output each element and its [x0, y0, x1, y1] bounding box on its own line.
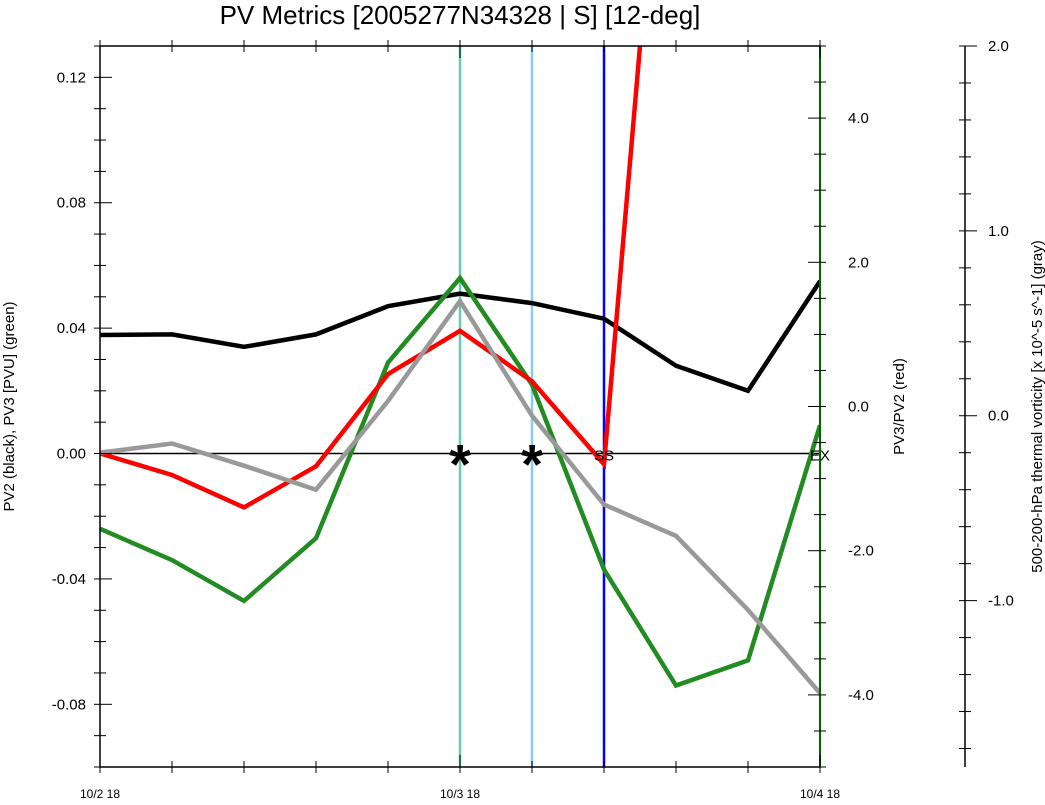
left-tick-label-1: 0.08	[57, 195, 86, 212]
left-tick-label-0: 0.12	[57, 69, 86, 86]
right-axis-2-label: 500-200-hPa thermal vorticity [x 10^-5 s…	[1029, 240, 1045, 573]
marker-star-0: *	[449, 433, 471, 496]
axes: 10/2 18 10/3 18 10/4 18 0.12 0.08 0.04 0.00 -0.…	[1, 38, 1045, 801]
left-tick-label-2: 0.04	[57, 320, 86, 337]
right2-tick-label-1: 1.0	[988, 223, 1009, 240]
series-line-thermal_vorticity	[100, 297, 820, 695]
left-tick-label-5: -0.08	[52, 696, 86, 713]
right1-tick-label-3: -2.0	[848, 543, 874, 560]
x-tick-label-2: 10/4 18	[800, 787, 840, 801]
right1-tick-label-1: 2.0	[848, 254, 869, 271]
right-axis-1-label: PV3/PV2 (red)	[891, 358, 908, 455]
x-tick-label-0: 10/2 18	[80, 787, 120, 801]
right1-tick-label-4: -4.0	[848, 687, 874, 704]
right2-tick-label-2: 0.0	[988, 408, 1009, 425]
series-group	[100, 45, 820, 695]
x-tick-label-1: 10/3 18	[440, 787, 480, 801]
series-line-ratio	[100, 45, 643, 510]
plot-area: * * SS EX	[100, 45, 830, 767]
series-line-pv2	[100, 279, 820, 394]
right2-tick-label-0: 2.0	[988, 38, 1009, 55]
marker-star-1: *	[521, 433, 543, 496]
left-tick-label-4: -0.04	[52, 571, 86, 588]
right1-tick-label-0: 4.0	[848, 110, 869, 127]
left-tick-label-3: 0.00	[57, 446, 86, 463]
right1-tick-label-2: 0.0	[848, 399, 869, 416]
right2-tick-label-3: -1.0	[988, 593, 1014, 610]
series-line-pv3	[100, 274, 820, 689]
left-axis-label: PV2 (black), PV3 [PVU] (green)	[1, 301, 18, 511]
chart-title: PV Metrics [2005277N34328 | S] [12-deg]	[220, 0, 701, 30]
marker-label-2: SS	[594, 448, 614, 465]
